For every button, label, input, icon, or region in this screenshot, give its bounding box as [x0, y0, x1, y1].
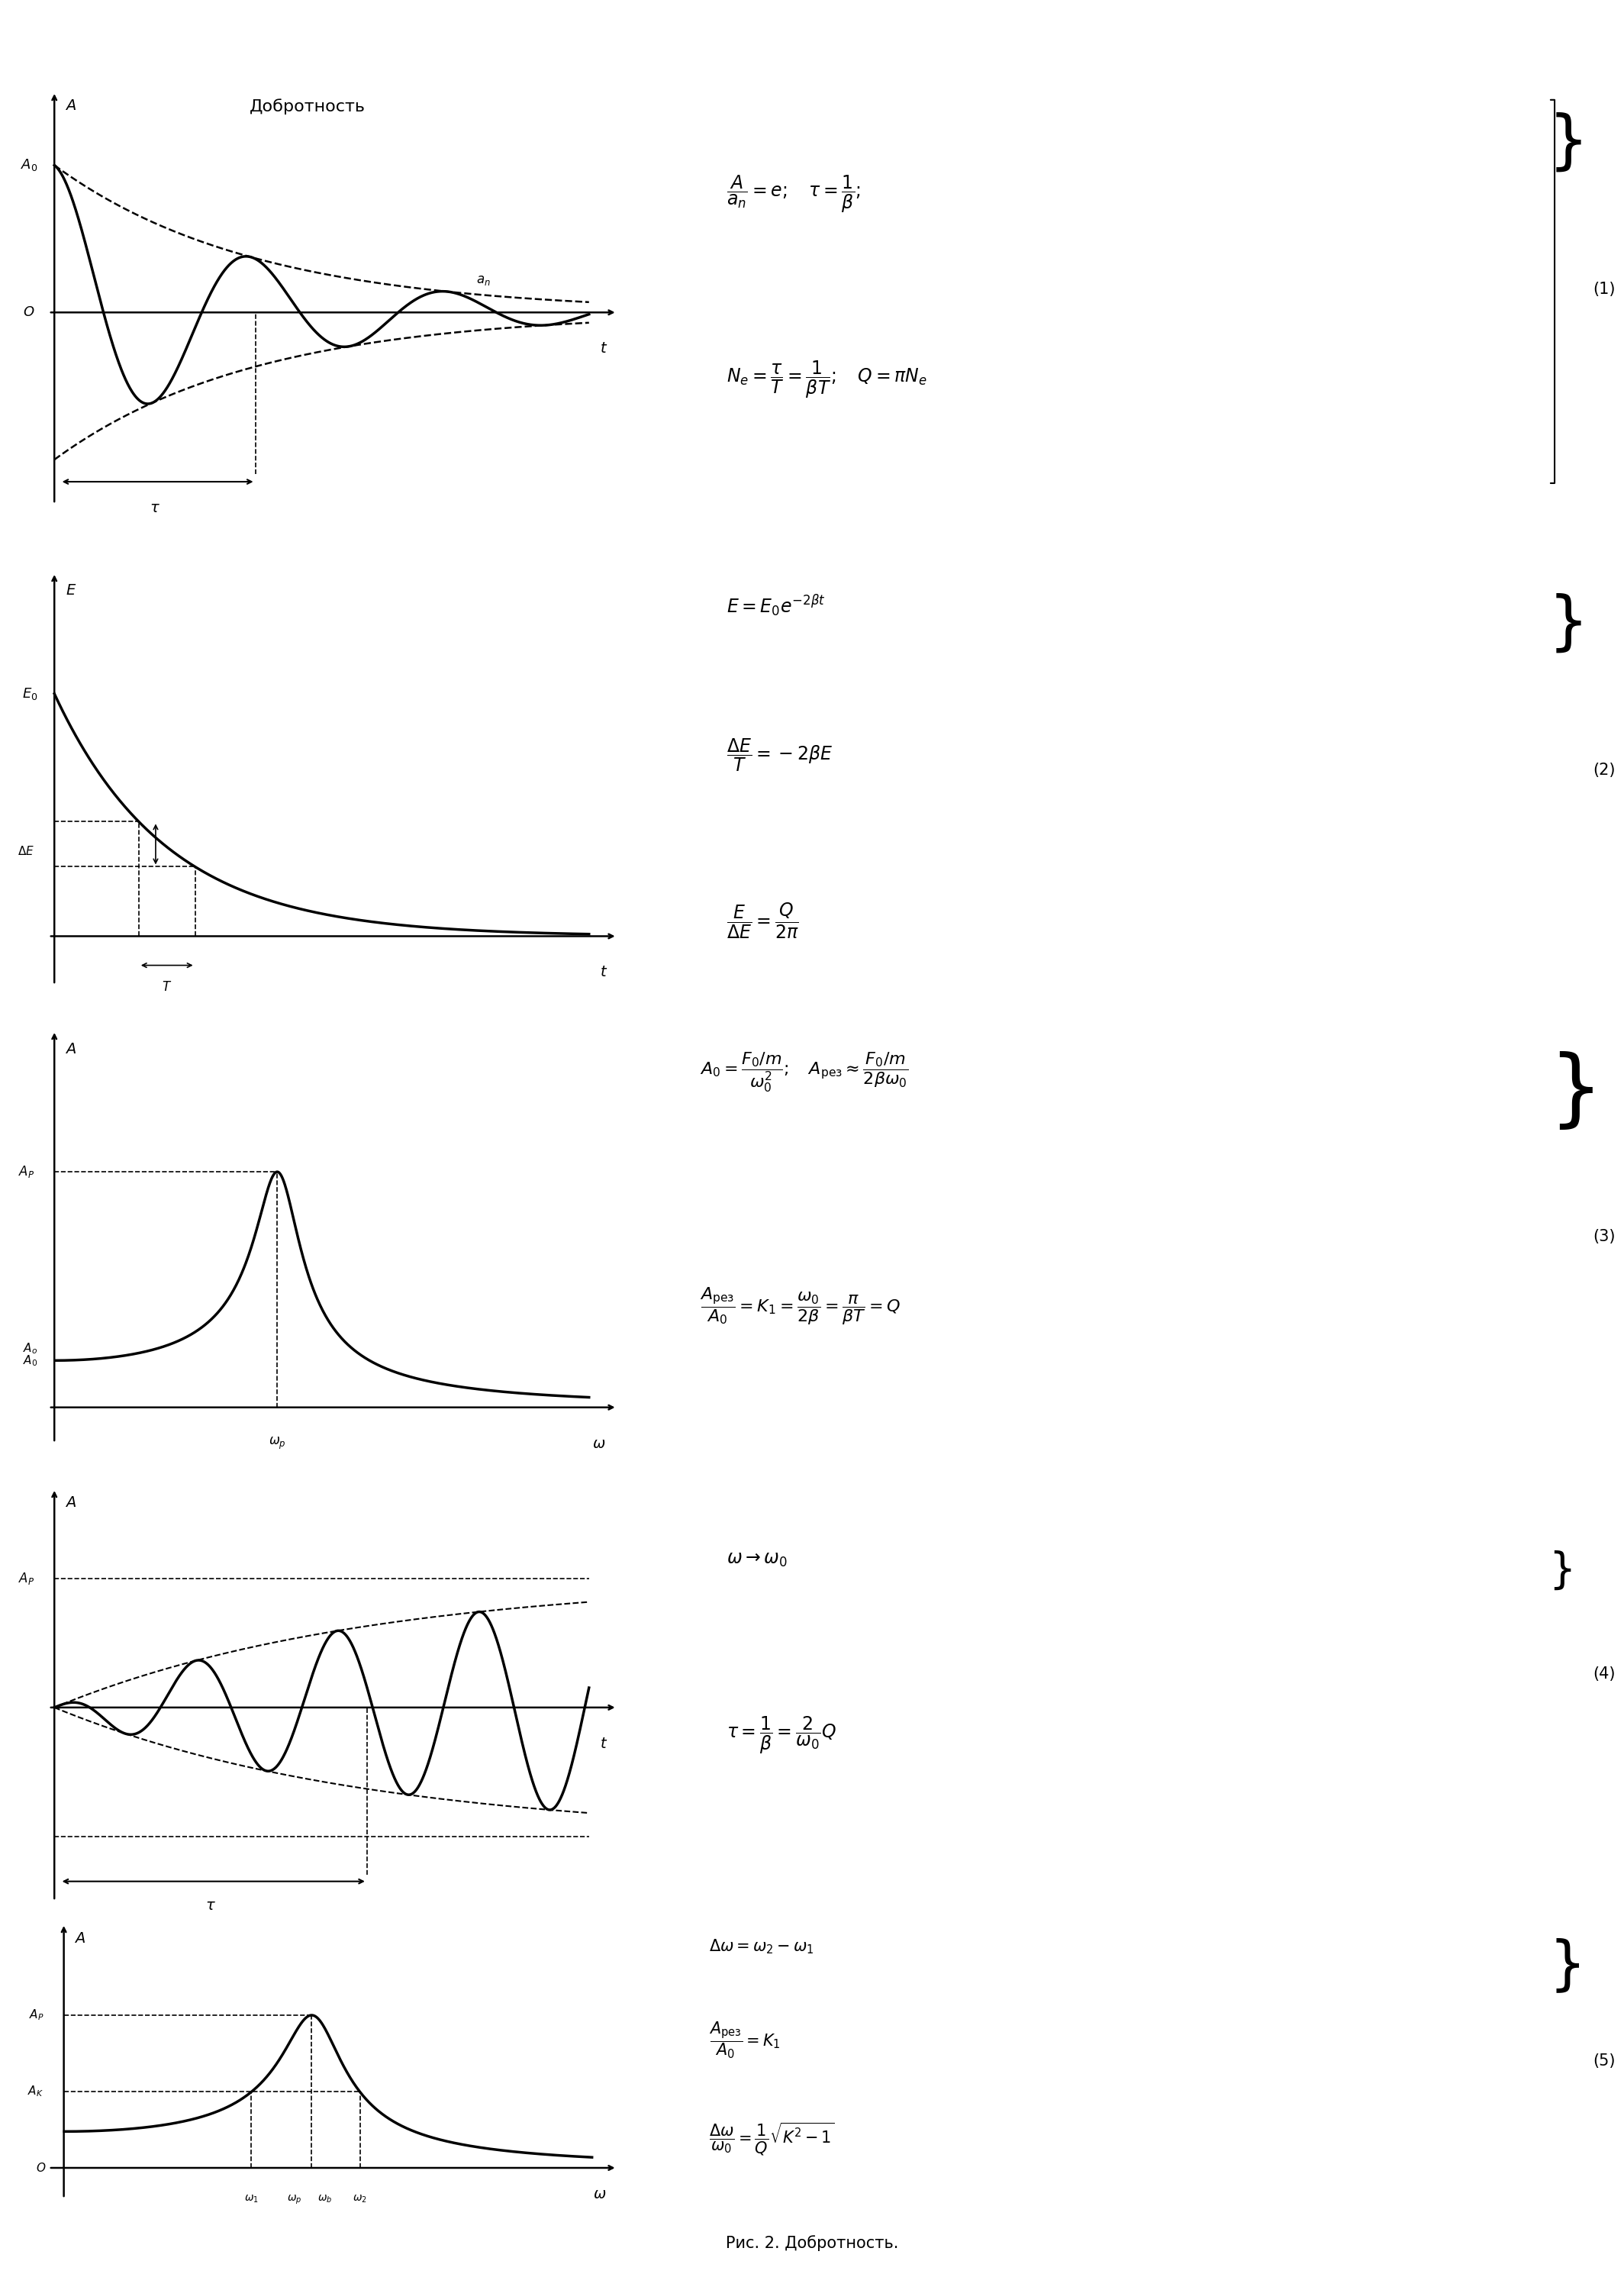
- Text: A: A: [65, 1495, 76, 1509]
- Text: $E_0$: $E_0$: [21, 687, 37, 701]
- Text: $\Delta E$: $\Delta E$: [18, 845, 34, 856]
- Text: Рис. 2. Добротность.: Рис. 2. Добротность.: [726, 2235, 898, 2251]
- Text: (4): (4): [1593, 1667, 1616, 1681]
- Text: $a_n$: $a_n$: [476, 273, 490, 286]
- Text: $N_e = \dfrac{\tau}{T} = \dfrac{1}{\beta T};\quad Q = \pi N_e$: $N_e = \dfrac{\tau}{T} = \dfrac{1}{\beta…: [726, 360, 927, 401]
- Text: t: t: [599, 1736, 606, 1752]
- Text: $\tau$: $\tau$: [149, 502, 161, 515]
- Text: $\omega$: $\omega$: [593, 2187, 606, 2201]
- Text: $\omega_1$: $\omega_1$: [244, 2194, 258, 2205]
- Text: (3): (3): [1593, 1230, 1616, 1243]
- Text: $A_P$: $A_P$: [18, 1163, 34, 1179]
- Text: }: }: [1548, 1051, 1603, 1134]
- Text: t: t: [599, 341, 606, 355]
- Text: $\dfrac{E}{\Delta E} = \dfrac{Q}{2\pi}$: $\dfrac{E}{\Delta E} = \dfrac{Q}{2\pi}$: [726, 902, 799, 941]
- Text: E: E: [65, 584, 75, 598]
- Text: (5): (5): [1593, 2054, 1616, 2068]
- Text: $A_o$: $A_o$: [23, 1342, 37, 1356]
- Text: A: A: [65, 1042, 76, 1056]
- Text: }: }: [1548, 1550, 1575, 1592]
- Text: $\omega_2$: $\omega_2$: [352, 2194, 367, 2205]
- Text: Добротность: Добротность: [250, 98, 365, 115]
- Text: $O$: $O$: [23, 305, 34, 318]
- Text: $T$: $T$: [162, 980, 172, 994]
- Text: $\dfrac{A_{\text{рез}}}{A_0} = K_1$: $\dfrac{A_{\text{рез}}}{A_0} = K_1$: [708, 2020, 781, 2061]
- Text: $A_0$: $A_0$: [21, 158, 37, 172]
- Text: $A_P$: $A_P$: [29, 2008, 44, 2022]
- Text: $\Delta\omega = \omega_2 - \omega_1$: $\Delta\omega = \omega_2 - \omega_1$: [708, 1937, 814, 1956]
- Text: $\dfrac{\Delta E}{T} = -2\beta E$: $\dfrac{\Delta E}{T} = -2\beta E$: [726, 737, 833, 774]
- Text: }: }: [1548, 1937, 1585, 1995]
- Text: $\tau$: $\tau$: [205, 1898, 216, 1912]
- Text: $A_K$: $A_K$: [28, 2084, 44, 2098]
- Text: $\dfrac{\Delta\omega}{\omega_0} = \dfrac{1}{Q}\sqrt{K^2 - 1}$: $\dfrac{\Delta\omega}{\omega_0} = \dfrac…: [708, 2121, 835, 2157]
- Text: A: A: [75, 1930, 86, 1946]
- Text: $\omega_p$: $\omega_p$: [268, 1436, 286, 1452]
- Text: $\tau = \dfrac{1}{\beta} = \dfrac{2}{\omega_0}Q$: $\tau = \dfrac{1}{\beta} = \dfrac{2}{\om…: [726, 1715, 836, 1756]
- Text: }: }: [1548, 593, 1588, 655]
- Text: $A_0 = \dfrac{F_0/m}{\omega_0^2};\quad A_{\text{рез}} \approx \dfrac{F_0/m}{2\be: $A_0 = \dfrac{F_0/m}{\omega_0^2};\quad A…: [700, 1051, 908, 1095]
- Text: $\dfrac{A}{a_n} = e;\quad \tau = \dfrac{1}{\beta};$: $\dfrac{A}{a_n} = e;\quad \tau = \dfrac{…: [726, 174, 861, 215]
- Text: $\omega_p$: $\omega_p$: [287, 2194, 302, 2205]
- Text: $\omega \to \omega_0$: $\omega \to \omega_0$: [726, 1550, 788, 1569]
- Text: (1): (1): [1593, 282, 1616, 298]
- Text: }: }: [1548, 112, 1588, 174]
- Text: $\dfrac{A_{\text{рез}}}{A_0} = K_1 = \dfrac{\omega_0}{2\beta} = \dfrac{\pi}{\bet: $\dfrac{A_{\text{рез}}}{A_0} = K_1 = \df…: [700, 1287, 901, 1326]
- Text: t: t: [599, 964, 606, 980]
- Text: $E = E_0 e^{-2\beta t}$: $E = E_0 e^{-2\beta t}$: [726, 593, 825, 618]
- Text: $A_P$: $A_P$: [18, 1571, 34, 1587]
- Text: $\omega$: $\omega$: [593, 1436, 606, 1452]
- Text: $\omega_b$: $\omega_b$: [317, 2194, 331, 2205]
- Text: (2): (2): [1593, 763, 1616, 779]
- Text: A: A: [65, 98, 76, 112]
- Text: $A_0$: $A_0$: [23, 1353, 37, 1367]
- Text: $O$: $O$: [36, 2162, 45, 2173]
